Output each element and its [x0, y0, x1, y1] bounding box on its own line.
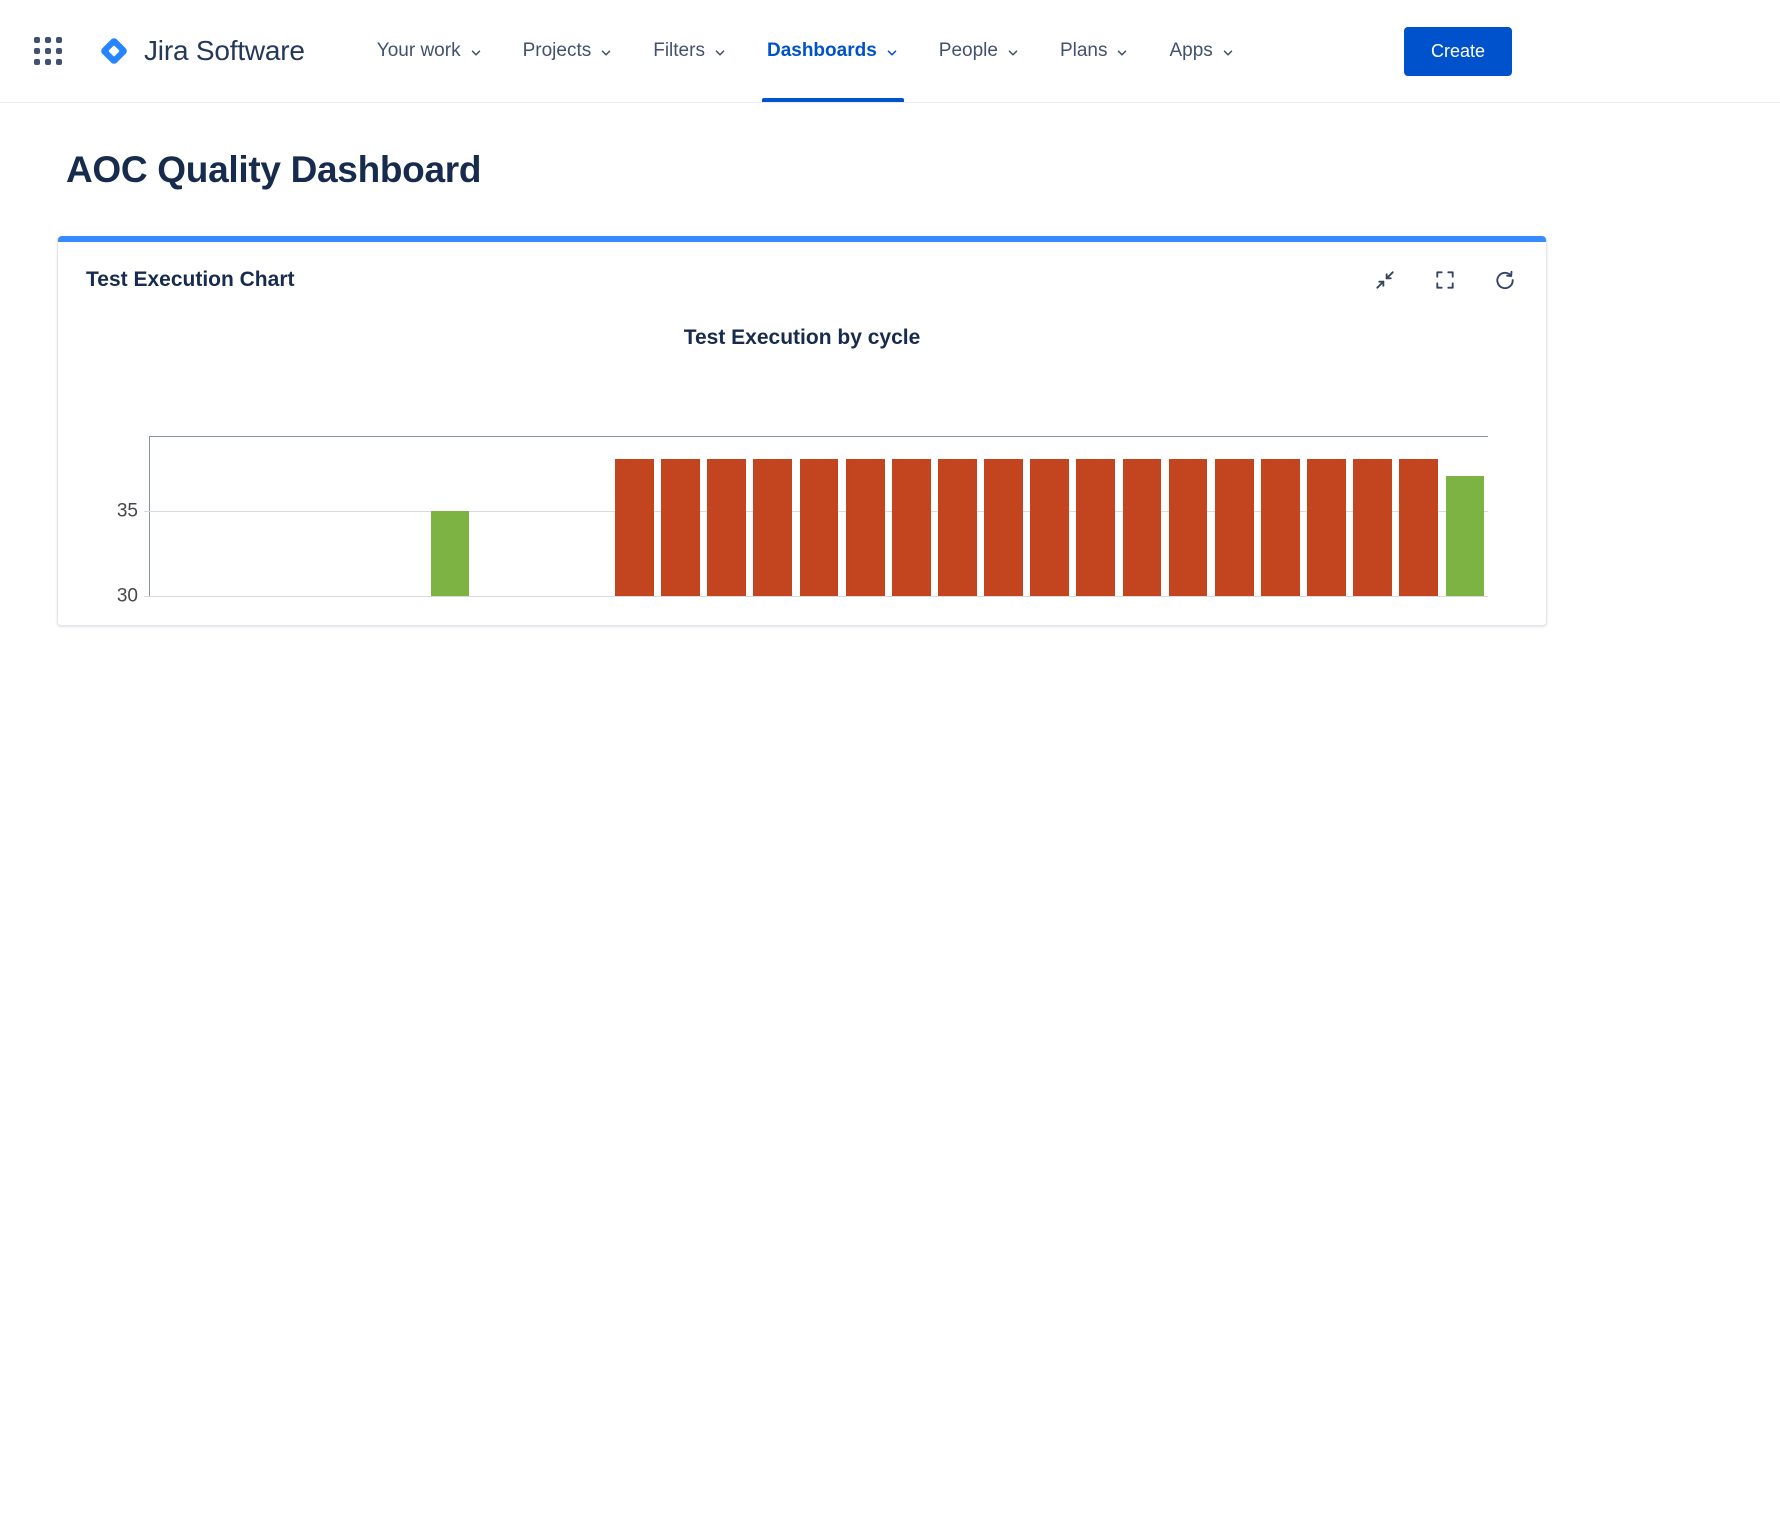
page-title: AOC Quality Dashboard: [66, 149, 1780, 191]
nav-item-label: Your work: [377, 40, 461, 62]
chevron-down-icon: [1115, 46, 1129, 60]
chart-bar: [1261, 459, 1300, 596]
chart-bar: [1076, 459, 1115, 596]
gadget-title: Test Execution Chart: [86, 268, 294, 292]
chevron-down-icon: [1221, 46, 1235, 60]
y-axis-tick-label: 35: [117, 501, 138, 520]
gadget-header: Test Execution Chart: [58, 242, 1546, 292]
chart-bar: [1307, 459, 1346, 596]
chart-bar: [800, 459, 839, 596]
nav-item-plans[interactable]: Plans: [1045, 0, 1145, 102]
nav-item-label: Dashboards: [767, 40, 877, 62]
chart-bar: [661, 459, 700, 596]
chart-bar: [1030, 459, 1069, 596]
gridline: [144, 596, 1488, 597]
nav-item-label: Filters: [653, 40, 705, 62]
app-switcher-icon[interactable]: [30, 33, 66, 69]
test-execution-gadget: Test Execution Chart T: [57, 236, 1547, 626]
chart-bar: [892, 459, 931, 596]
nav-item-apps[interactable]: Apps: [1154, 0, 1249, 102]
chart-bar: [1169, 459, 1208, 596]
create-button[interactable]: Create: [1404, 27, 1512, 76]
chart-bar: [984, 459, 1023, 596]
chart-bar: [431, 511, 470, 596]
chart-bar: [707, 459, 746, 596]
plot-area: 3530: [149, 436, 1488, 596]
fullscreen-icon[interactable]: [1434, 269, 1456, 291]
nav-item-label: People: [939, 40, 998, 62]
chart-bar: [1446, 476, 1485, 596]
chart-title: Test Execution by cycle: [58, 326, 1546, 350]
chart-bar: [1353, 459, 1392, 596]
brand-name: Jira Software: [144, 35, 305, 67]
chevron-down-icon: [713, 46, 727, 60]
nav-item-your-work[interactable]: Your work: [362, 0, 498, 102]
gadget-actions: [1374, 269, 1516, 291]
nav-item-filters[interactable]: Filters: [638, 0, 742, 102]
nav-item-label: Projects: [523, 40, 592, 62]
chevron-down-icon: [1006, 46, 1020, 60]
nav-item-people[interactable]: People: [924, 0, 1035, 102]
chart-bar: [846, 459, 885, 596]
chart-bar: [1215, 459, 1254, 596]
chevron-down-icon: [469, 46, 483, 60]
chevron-down-icon: [599, 46, 613, 60]
chevron-down-icon: [885, 46, 899, 60]
nav-item-label: Plans: [1060, 40, 1108, 62]
refresh-icon[interactable]: [1494, 269, 1516, 291]
nav-items: Your work Projects Filters Dashboards People…: [357, 0, 1255, 102]
y-axis-tick-label: 30: [117, 587, 138, 606]
jira-logo[interactable]: Jira Software: [96, 33, 305, 69]
chart-bar: [1123, 459, 1162, 596]
minimize-icon[interactable]: [1374, 269, 1396, 291]
top-nav: Jira Software Your work Projects Filters Da…: [0, 0, 1780, 103]
chart-bar: [753, 459, 792, 596]
chart-bar: [1399, 459, 1438, 596]
nav-item-projects[interactable]: Projects: [508, 0, 629, 102]
chart-bar: [615, 459, 654, 596]
chart-bar: [938, 459, 977, 596]
nav-item-dashboards[interactable]: Dashboards: [752, 0, 914, 102]
nav-item-label: Apps: [1169, 40, 1212, 62]
jira-diamond-icon: [96, 33, 132, 69]
